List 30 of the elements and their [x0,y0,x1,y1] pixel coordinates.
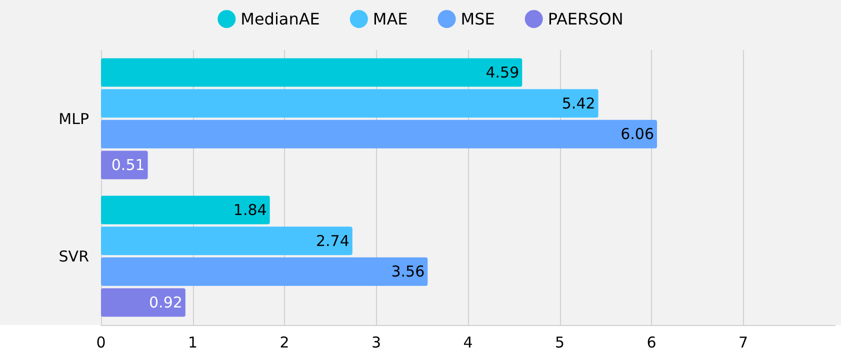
data-label: 0.51 [111,156,145,174]
data-label: 6.06 [620,125,654,144]
x-tick-label: 2 [280,334,290,352]
x-tick-label: 7 [738,334,748,352]
data-label: 1.84 [233,201,267,220]
x-tick-label: 5 [554,334,565,352]
y-tick-label: MLP [58,110,89,128]
bar [101,257,428,286]
data-label: 4.59 [486,64,520,82]
data-label: 0.92 [149,293,182,312]
x-tick-label: 3 [371,334,382,352]
bar [101,226,352,256]
bar [101,150,148,180]
data-label: 5.42 [562,94,596,112]
x-tick-label: 1 [188,334,198,352]
bar [101,89,598,118]
x-tick-label: 6 [646,334,656,352]
bar [101,196,270,224]
bar [101,288,186,317]
legend-label: PAERSON [548,10,624,28]
bar [101,58,522,87]
legend-label: MSE [460,10,495,28]
data-label: 2.74 [316,232,350,250]
bar [101,120,658,148]
y-tick-label: SVR [58,247,89,266]
x-tick-label: 4 [463,334,473,352]
legend-label: MedianAE [240,10,320,28]
legend-label: MAE [372,10,408,28]
x-tick-label: 0 [96,334,106,352]
data-label: 3.56 [391,262,425,281]
